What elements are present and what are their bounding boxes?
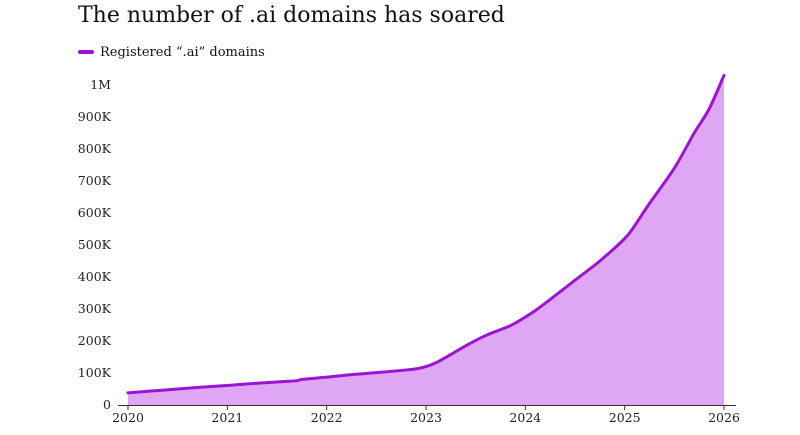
y-tick-label: 300K <box>78 301 112 316</box>
x-tick-label: 2023 <box>410 410 442 425</box>
y-tick-label: 100K <box>78 365 112 380</box>
x-tick-label: 2025 <box>609 410 641 425</box>
series-line <box>126 73 726 395</box>
x-tick-label: 2021 <box>211 410 243 425</box>
legend-swatch <box>78 50 94 54</box>
y-tick-label: 900K <box>78 109 112 124</box>
x-tick-label: 2020 <box>112 410 144 425</box>
y-tick-label: 400K <box>78 269 112 284</box>
chart-title: The number of .ai domains has soared <box>78 3 505 28</box>
x-tick-label: 2026 <box>708 410 740 425</box>
y-tick-label: 600K <box>78 205 112 220</box>
x-tick-label: 2024 <box>509 410 541 425</box>
y-tick-label: 700K <box>78 173 112 188</box>
y-tick-label: 1M <box>90 77 111 92</box>
x-tick-label: 2022 <box>311 410 343 425</box>
y-tick-label: 500K <box>78 237 112 252</box>
y-tick-label: 0 <box>103 397 111 412</box>
legend: Registered “.ai” domains <box>78 43 265 61</box>
y-tick-label: 200K <box>78 333 112 348</box>
legend-label: Registered “.ai” domains <box>100 44 265 60</box>
area-fill <box>128 75 724 406</box>
y-tick-label: 800K <box>78 141 112 156</box>
